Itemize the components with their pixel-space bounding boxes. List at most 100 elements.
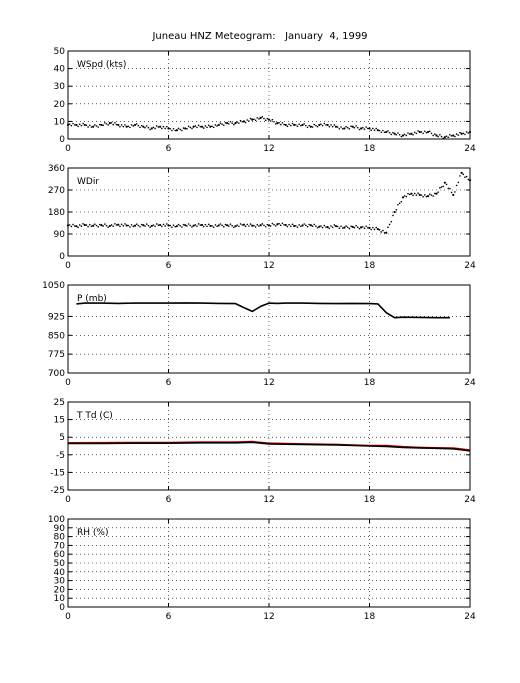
y-tick-label: -25 <box>50 486 65 496</box>
data-point <box>197 124 200 127</box>
data-point <box>161 225 163 228</box>
data-point <box>301 123 304 127</box>
data-point <box>68 224 71 226</box>
data-point <box>82 222 84 225</box>
data-point <box>401 196 405 199</box>
data-point <box>320 225 322 227</box>
data-point <box>393 132 396 135</box>
data-point <box>83 123 86 127</box>
data-point <box>331 226 334 229</box>
data-point <box>325 124 327 126</box>
data-point <box>122 225 125 227</box>
data-point <box>422 195 424 198</box>
data-point <box>229 120 232 123</box>
data-point <box>139 126 141 129</box>
data-point <box>248 120 250 122</box>
data-point <box>234 122 237 125</box>
data-point <box>334 125 338 128</box>
data-point <box>216 125 218 127</box>
data-point <box>405 134 408 137</box>
data-point <box>418 193 421 196</box>
data-point <box>355 125 357 127</box>
data-point <box>186 127 188 130</box>
data-point <box>281 122 284 124</box>
data-point <box>70 124 73 127</box>
y-tick-label: 60 <box>54 550 66 560</box>
data-point <box>423 130 426 133</box>
data-point <box>323 122 326 125</box>
data-point <box>80 124 83 127</box>
data-point <box>90 126 93 128</box>
data-point <box>199 125 202 128</box>
data-point <box>95 224 98 227</box>
chart-title: Juneau HNZ Meteogram: January 4, 1999 <box>152 31 368 42</box>
data-point <box>184 127 187 130</box>
data-point <box>174 225 176 228</box>
data-point <box>305 124 307 127</box>
data-point <box>164 127 166 130</box>
data-point <box>242 120 245 123</box>
data-point <box>104 122 106 124</box>
data-point <box>278 122 280 124</box>
data-point <box>462 132 465 135</box>
data-point <box>166 125 168 128</box>
data-point <box>200 125 204 128</box>
data-point <box>348 227 351 230</box>
data-point <box>200 223 204 227</box>
data-point <box>330 225 332 227</box>
data-point <box>73 124 76 126</box>
data-point <box>97 226 99 228</box>
data-point <box>449 133 451 136</box>
data-point <box>139 226 141 228</box>
data-point <box>380 231 383 233</box>
data-point <box>266 117 269 120</box>
data-point <box>288 123 290 126</box>
data-point <box>305 224 307 227</box>
data-point <box>323 224 326 227</box>
data-point <box>385 231 388 234</box>
data-point <box>422 132 424 135</box>
data-point <box>398 202 401 204</box>
data-point <box>147 126 150 129</box>
data-point <box>403 195 406 197</box>
data-point <box>172 127 175 130</box>
data-point <box>340 126 342 128</box>
data-point <box>229 223 232 225</box>
data-point <box>397 203 399 206</box>
y-tick-label: 0 <box>59 135 65 145</box>
data-point <box>412 133 414 136</box>
panel-label: WDir <box>77 177 99 187</box>
data-point <box>112 123 115 126</box>
data-point <box>445 183 448 186</box>
data-point <box>222 225 225 228</box>
data-point <box>120 124 123 126</box>
data-point <box>269 225 272 227</box>
data-point <box>248 225 250 227</box>
data-point <box>94 223 96 225</box>
data-point <box>196 126 198 129</box>
data-point <box>330 124 332 126</box>
data-point <box>393 210 396 214</box>
data-point <box>413 131 416 134</box>
data-point <box>99 223 101 226</box>
data-point <box>440 186 443 188</box>
y-tick-label: 270 <box>48 186 65 196</box>
data-point <box>296 125 299 128</box>
data-point <box>452 134 455 137</box>
data-point <box>346 126 349 129</box>
data-point <box>211 125 213 128</box>
data-point <box>303 123 305 125</box>
data-point <box>133 123 137 127</box>
data-point <box>382 229 384 232</box>
data-point <box>234 225 237 228</box>
data-point <box>286 125 289 128</box>
data-point <box>133 224 137 227</box>
x-tick-label: 24 <box>464 495 476 505</box>
data-point <box>318 225 321 228</box>
data-point <box>202 225 205 228</box>
data-point <box>284 123 287 127</box>
data-point <box>400 200 403 203</box>
data-point <box>368 127 371 130</box>
y-tick-label: 10 <box>54 594 66 604</box>
data-point <box>129 126 131 129</box>
